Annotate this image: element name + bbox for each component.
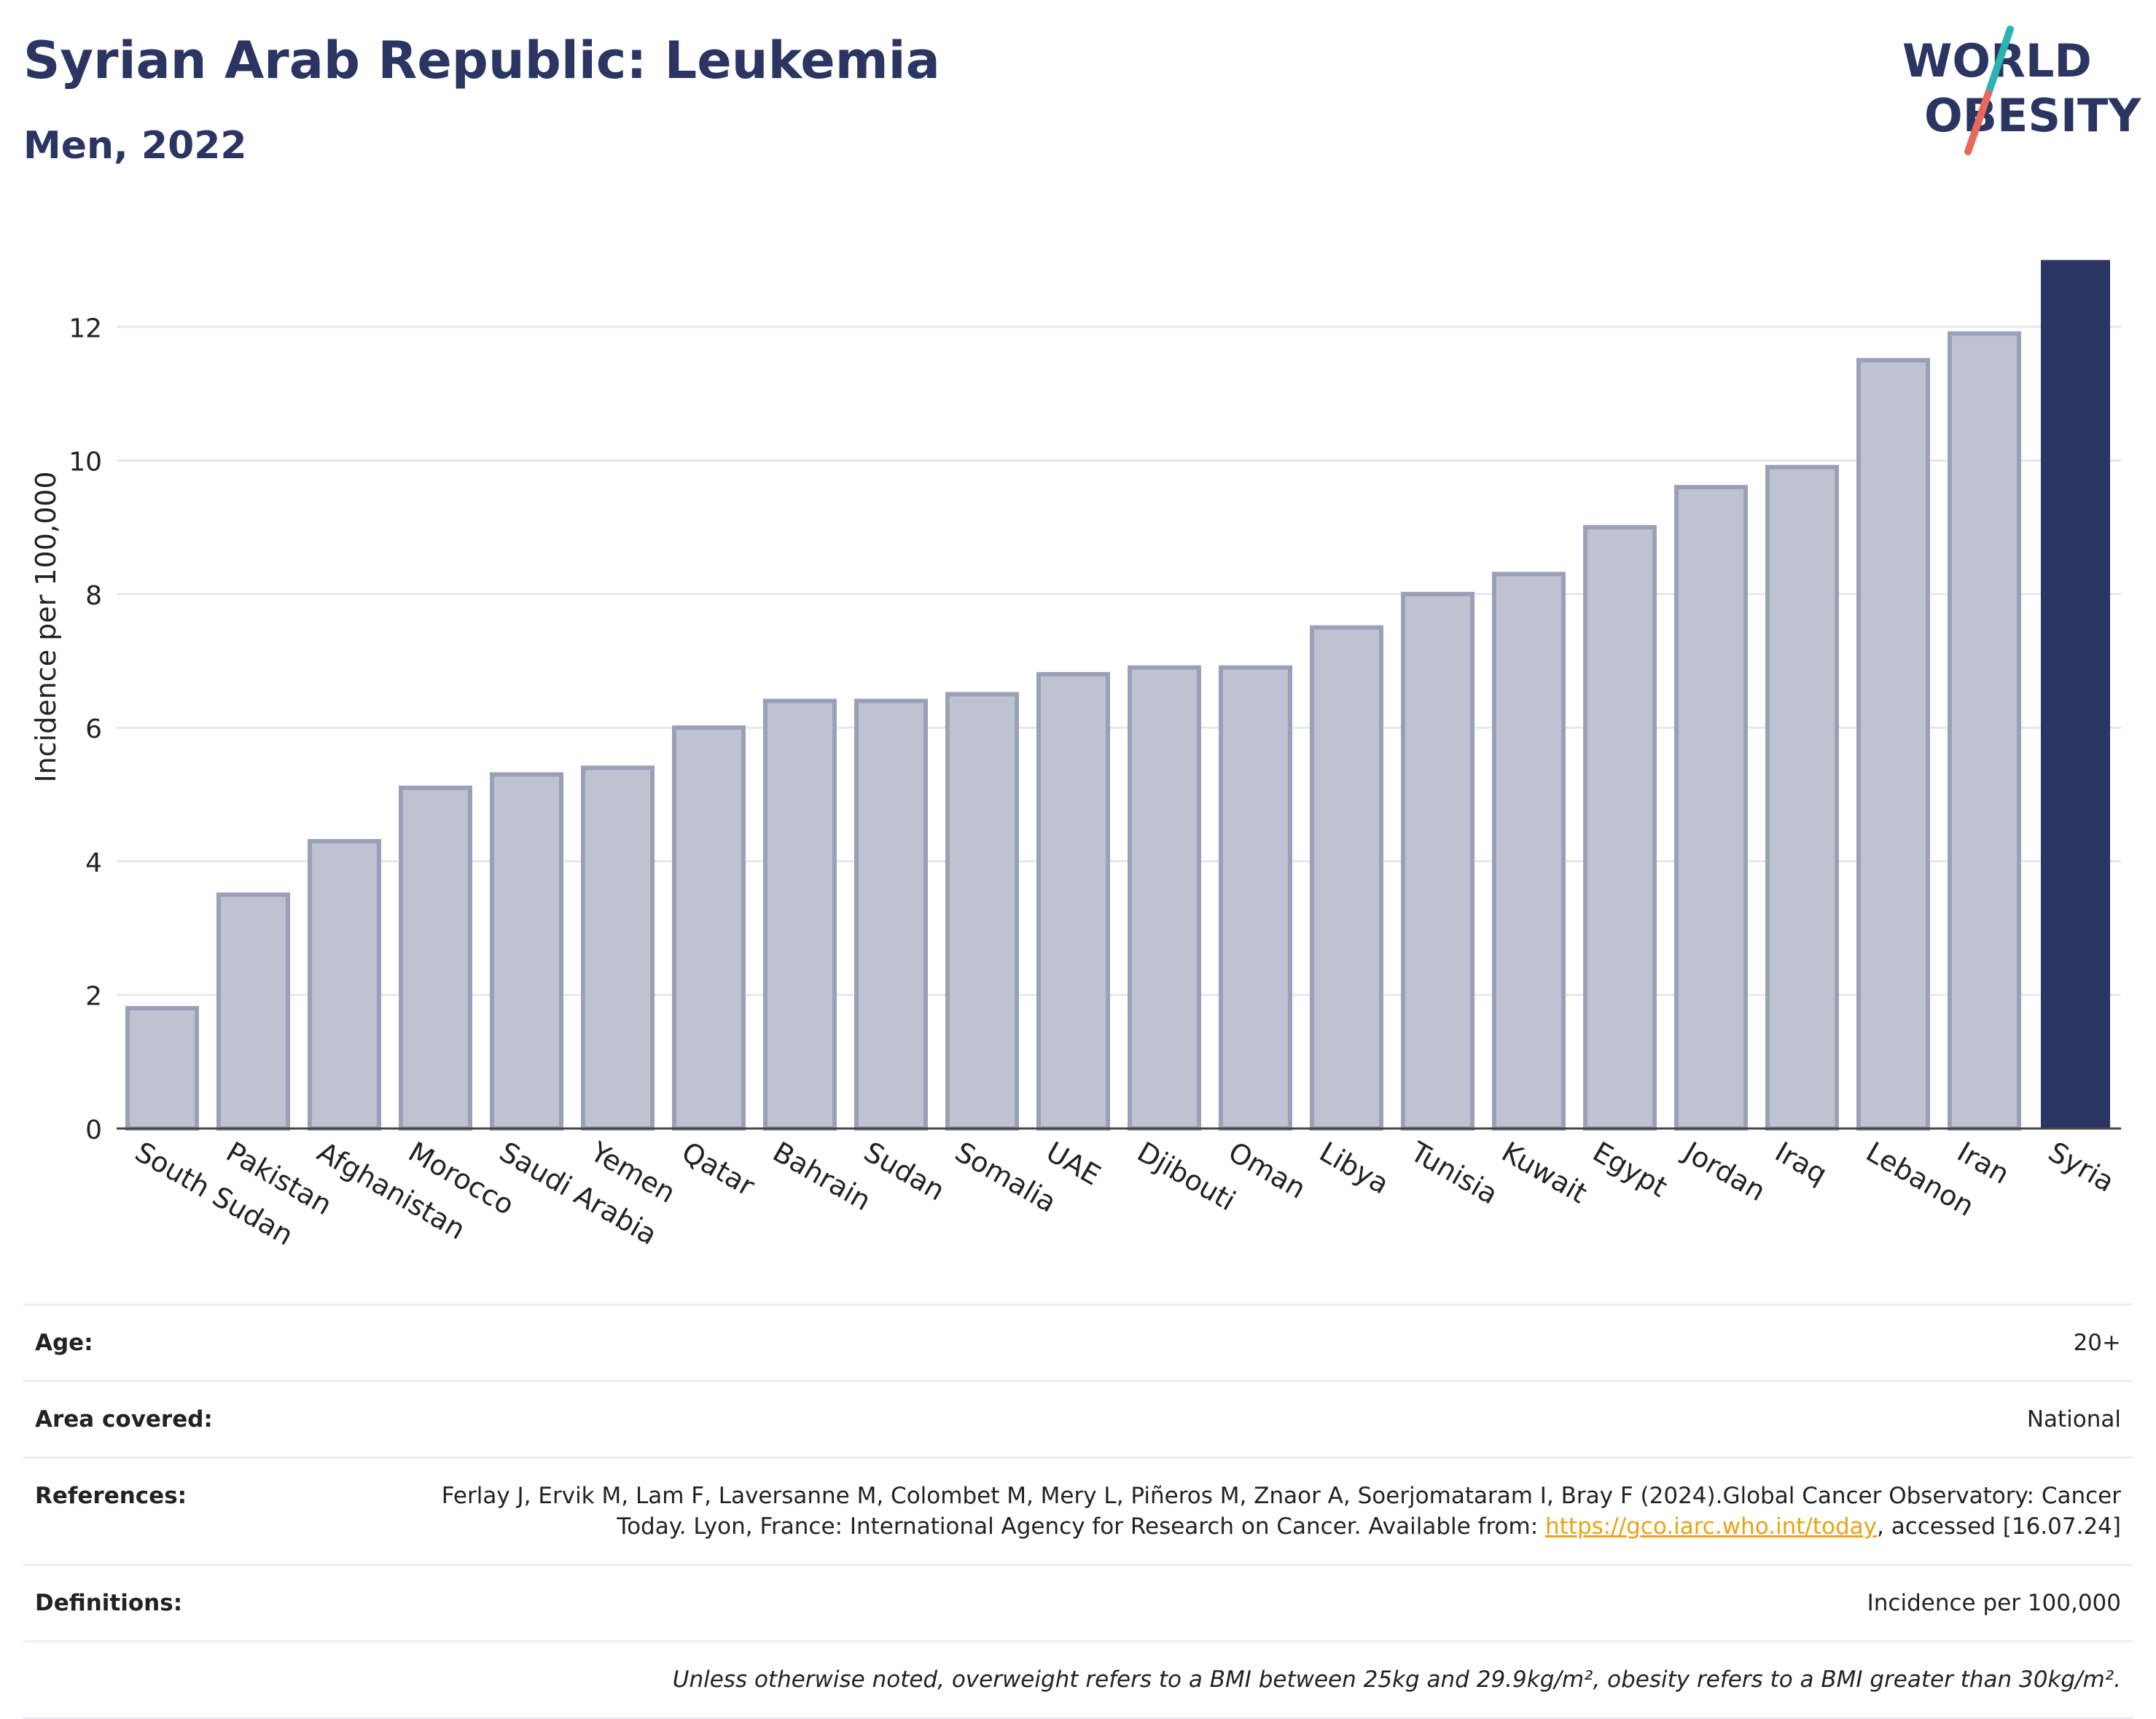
bar-iraq xyxy=(1765,464,1839,1131)
x-tick-label: Somalia xyxy=(950,1136,1062,1219)
x-tick-label: Djibouti xyxy=(1132,1136,1241,1217)
y-tick-label: 10 xyxy=(69,448,102,478)
bar-jordan xyxy=(1674,485,1748,1131)
info-value-references: Ferlay J, Ervik M, Lam F, Laversanne M, … xyxy=(414,1481,2121,1542)
info-table: Age: 20+ Area covered: National Referenc… xyxy=(23,1303,2133,1719)
bar-oman xyxy=(1219,665,1292,1131)
x-tick-label: UAE xyxy=(1041,1136,1106,1192)
bar-afghanistan xyxy=(308,838,381,1131)
info-row-area: Area covered: National xyxy=(23,1380,2133,1457)
info-row-age: Age: 20+ xyxy=(23,1303,2133,1380)
x-tick-label: Jordan xyxy=(1677,1135,1770,1208)
y-tick-label: 2 xyxy=(85,982,102,1012)
bars xyxy=(125,260,2110,1131)
x-tick-label: Qatar xyxy=(676,1136,760,1203)
x-tick-label: Iraq xyxy=(1770,1136,1832,1190)
world-obesity-logo: WORLD OBESITY xyxy=(1902,26,2141,155)
info-value-area: National xyxy=(2026,1406,2121,1432)
bar-pakistan xyxy=(216,892,290,1131)
info-label-age: Age: xyxy=(35,1330,93,1356)
x-tick-label: Libya xyxy=(1314,1136,1394,1201)
y-tick-label: 6 xyxy=(85,714,102,744)
x-tick-label: Egypt xyxy=(1587,1136,1673,1204)
reference-text: Ferlay J, Ervik M, Lam F, Laversanne M, … xyxy=(441,1483,2121,1540)
bar-libya xyxy=(1310,625,1383,1131)
bar-kuwait xyxy=(1492,572,1566,1131)
info-label-references: References: xyxy=(35,1483,187,1509)
bar-uae xyxy=(1036,671,1110,1131)
x-tick-label: Tunisia xyxy=(1405,1135,1503,1211)
info-label-definitions: Definitions: xyxy=(35,1590,183,1616)
info-value-age: 20+ xyxy=(2073,1330,2121,1356)
bar-morocco xyxy=(399,785,472,1131)
info-row-note: Unless otherwise noted, overweight refer… xyxy=(23,1640,2133,1719)
logo-slash-coral xyxy=(1964,90,1992,155)
bar-qatar xyxy=(672,725,746,1131)
bar-tunisia xyxy=(1401,591,1475,1131)
bar-djibouti xyxy=(1128,665,1201,1131)
info-value-definitions: Incidence per 100,000 xyxy=(1867,1590,2121,1616)
bar-yemen xyxy=(581,765,655,1131)
x-tick-label: Sudan xyxy=(859,1136,950,1207)
y-axis-label: Incidence per 100,000 xyxy=(30,471,62,782)
bar-iran xyxy=(1948,331,2021,1131)
page-subtitle: Men, 2022 xyxy=(23,124,247,168)
info-label-area: Area covered: xyxy=(35,1406,213,1432)
x-tick-label: Iran xyxy=(1952,1136,2015,1190)
x-tick-label: Syria xyxy=(2043,1136,2120,1198)
bar-saudi-arabia xyxy=(490,772,563,1131)
y-tick-label: 12 xyxy=(69,313,102,343)
y-tick-label: 0 xyxy=(85,1115,102,1145)
reference-link[interactable]: https://gco.iarc.who.int/today xyxy=(1545,1513,1877,1540)
bar-lebanon xyxy=(1856,358,1930,1131)
logo-line2: OBESITY xyxy=(1924,89,2141,142)
bar-somalia xyxy=(945,692,1019,1131)
page-title: Syrian Arab Republic: Leukemia xyxy=(23,31,940,90)
info-row-references: References: Ferlay J, Ervik M, Lam F, La… xyxy=(23,1457,2133,1564)
info-row-definitions: Definitions: Incidence per 100,000 xyxy=(23,1564,2133,1640)
bar-south-sudan xyxy=(125,1006,199,1131)
bar-egypt xyxy=(1583,525,1657,1131)
y-tick-label: 8 xyxy=(85,581,102,611)
x-tick-label: Kuwait xyxy=(1496,1136,1593,1210)
reference-accessed: , accessed [16.07.24] xyxy=(1876,1513,2121,1540)
bmi-note: Unless otherwise noted, overweight refer… xyxy=(672,1667,2121,1693)
y-tick-label: 4 xyxy=(85,848,102,878)
bar-syria xyxy=(2041,260,2110,1129)
bar-bahrain xyxy=(763,698,837,1131)
x-tick-label: Bahrain xyxy=(768,1136,876,1217)
bar-sudan xyxy=(854,698,928,1131)
logo-slash-teal xyxy=(1985,26,2014,97)
